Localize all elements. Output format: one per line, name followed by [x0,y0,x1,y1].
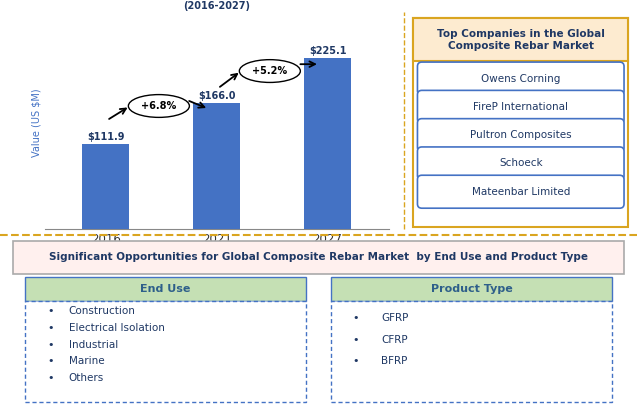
FancyBboxPatch shape [417,62,624,95]
Text: Construction: Construction [69,306,136,316]
FancyBboxPatch shape [417,90,624,124]
Text: Pultron Composites: Pultron Composites [470,130,571,140]
Text: •: • [47,373,54,383]
Text: Source: Lucintel: Source: Lucintel [318,261,385,270]
FancyBboxPatch shape [413,18,629,61]
FancyBboxPatch shape [331,301,612,402]
Text: $111.9: $111.9 [87,132,124,142]
Text: •: • [353,356,359,366]
Text: End Use: End Use [140,284,190,294]
Text: GFRP: GFRP [381,313,408,323]
Title: Trends and Forecast for the Global Composite Rebar Market (US $M)
(2016-2027): Trends and Forecast for the Global Compo… [28,0,405,11]
Text: Top Companies in the Global
Composite Rebar Market: Top Companies in the Global Composite Re… [437,29,605,51]
Ellipse shape [129,94,189,117]
FancyBboxPatch shape [25,277,306,301]
Text: Mateenbar Limited: Mateenbar Limited [471,187,570,197]
FancyBboxPatch shape [417,147,624,180]
Y-axis label: Value (US $M): Value (US $M) [32,88,42,157]
FancyBboxPatch shape [413,18,629,227]
Text: •: • [353,313,359,323]
Text: •: • [353,335,359,344]
Bar [304,58,351,229]
Text: •: • [47,356,54,366]
FancyBboxPatch shape [417,175,624,208]
Text: •: • [47,306,54,316]
Text: FireP International: FireP International [473,102,568,112]
Bar [193,103,240,229]
Text: Others: Others [69,373,104,383]
Text: CFRP: CFRP [381,335,408,344]
Text: $166.0: $166.0 [198,91,235,101]
Ellipse shape [240,60,301,83]
Text: Schoeck: Schoeck [499,158,543,169]
Text: Electrical Isolation: Electrical Isolation [69,323,165,333]
FancyBboxPatch shape [13,240,624,274]
Text: Significant Opportunities for Global Composite Rebar Market  by End Use and Prod: Significant Opportunities for Global Com… [49,252,588,262]
Text: Product Type: Product Type [431,284,512,294]
Text: +6.8%: +6.8% [141,101,176,111]
FancyBboxPatch shape [417,119,624,152]
Text: Marine: Marine [69,356,104,366]
FancyBboxPatch shape [331,277,612,301]
Text: •: • [47,323,54,333]
Text: +5.2%: +5.2% [252,66,287,76]
Bar [82,144,129,229]
Text: $225.1: $225.1 [309,46,347,56]
Text: Industrial: Industrial [69,339,118,350]
Text: Owens Corning: Owens Corning [481,74,561,83]
FancyBboxPatch shape [25,301,306,402]
Text: •: • [47,339,54,350]
Text: BFRP: BFRP [381,356,407,366]
